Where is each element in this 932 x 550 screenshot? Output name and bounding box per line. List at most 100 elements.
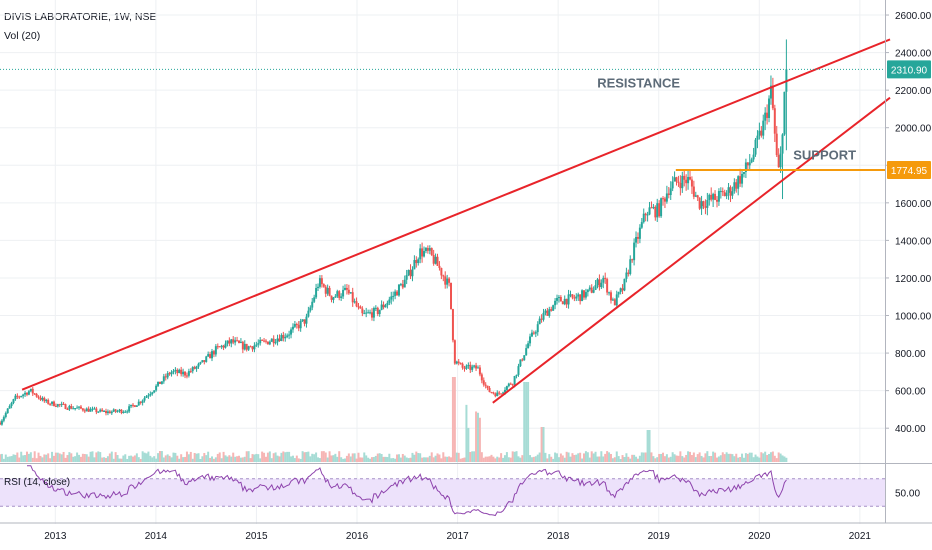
volume-bar [384, 456, 387, 462]
candle-body [162, 376, 165, 382]
volume-bar [729, 453, 732, 462]
candle-body [492, 392, 495, 394]
candle-body [681, 175, 684, 189]
candle-body [752, 154, 755, 160]
candle-body [51, 401, 54, 404]
candle-body [490, 392, 493, 394]
volume-bar [557, 457, 560, 462]
candle-body [182, 371, 185, 375]
volume-bar [51, 451, 54, 462]
volume-bar [746, 453, 749, 462]
candle-body [534, 332, 537, 334]
volume-bar [689, 451, 692, 462]
candle-body [380, 304, 383, 310]
support-price-badge [887, 160, 931, 179]
volume-bar [361, 457, 364, 462]
candle-body [103, 410, 106, 412]
volume-bar [573, 455, 576, 462]
volume-bar [401, 453, 404, 462]
volume-bar [677, 455, 680, 462]
volume-bar [328, 451, 331, 462]
volume-bar [409, 457, 412, 462]
candle-body [475, 365, 478, 369]
volume-bar [185, 451, 188, 462]
volume-bar [259, 458, 262, 462]
candle-body [690, 179, 693, 187]
candle-body [654, 206, 657, 218]
candle-body [623, 278, 626, 291]
volume-bar [157, 453, 160, 462]
volume-bar [733, 456, 736, 462]
candle-body [683, 175, 686, 180]
candle-body [617, 291, 620, 295]
candle-body [130, 404, 133, 407]
candle-body [168, 373, 171, 375]
volume-bar [272, 453, 275, 462]
volume-bar [704, 453, 707, 462]
candle-body [270, 338, 273, 342]
volume-bar [438, 454, 441, 462]
candle-body [376, 307, 379, 315]
volume-bar [498, 457, 501, 462]
volume-bar [0, 454, 1, 462]
candle-body [174, 369, 177, 372]
candle-body [444, 276, 447, 285]
volume-bar [349, 456, 352, 462]
candle-body [687, 176, 690, 184]
candle-body [652, 206, 655, 208]
candle-body [685, 179, 688, 184]
price-tick-label: 2600.00 [895, 11, 932, 22]
candle-body [552, 305, 555, 311]
price-tick-label: 1600.00 [895, 199, 932, 210]
candle-body [85, 408, 88, 412]
volume-bar [523, 382, 526, 462]
volume-bar [41, 457, 44, 462]
volume-bar [744, 453, 747, 462]
candle-body [426, 248, 429, 251]
volume-bar [500, 453, 503, 462]
candle-body [476, 367, 479, 369]
volume-bar [153, 456, 156, 462]
time-tick-label: 2018 [547, 531, 570, 542]
volume-bar [540, 427, 543, 462]
candle-body [280, 335, 283, 342]
candle-body [0, 422, 1, 425]
volume-bar [683, 457, 686, 462]
volume-bar [330, 455, 333, 462]
candle-body [386, 302, 389, 306]
volume-bar [376, 453, 379, 462]
volume-bar [237, 455, 240, 462]
volume-bar [494, 458, 497, 462]
candle-body [222, 345, 225, 348]
candle-body [25, 392, 28, 395]
candle-body [642, 213, 645, 223]
volume-bar [671, 452, 674, 462]
volume-bar [654, 458, 657, 462]
volume-bar [199, 458, 202, 462]
volume-bar [324, 452, 327, 462]
candle-body [322, 284, 325, 287]
candle-body [108, 411, 111, 414]
volume-bar [581, 458, 584, 462]
candle-body [20, 396, 23, 398]
volume-bar [544, 452, 547, 462]
price-tick-label: 2400.00 [895, 49, 932, 60]
candle-body [158, 381, 161, 384]
candle-body [247, 346, 250, 350]
volume-bar [247, 451, 250, 462]
volume-bar [723, 454, 726, 462]
candle-body [482, 380, 485, 385]
volume-bar [68, 452, 71, 462]
candle-body [268, 341, 271, 345]
candle-body [212, 351, 215, 355]
volume-bar [396, 454, 399, 462]
volume-bar [264, 456, 267, 462]
support-price-badge-text: 1774.95 [891, 166, 928, 177]
volume-bar [739, 457, 742, 462]
volume-bar [640, 452, 643, 462]
volume-bar [22, 455, 25, 462]
volume-bar [25, 451, 28, 462]
candle-body [629, 259, 632, 274]
candle-body [110, 411, 113, 414]
